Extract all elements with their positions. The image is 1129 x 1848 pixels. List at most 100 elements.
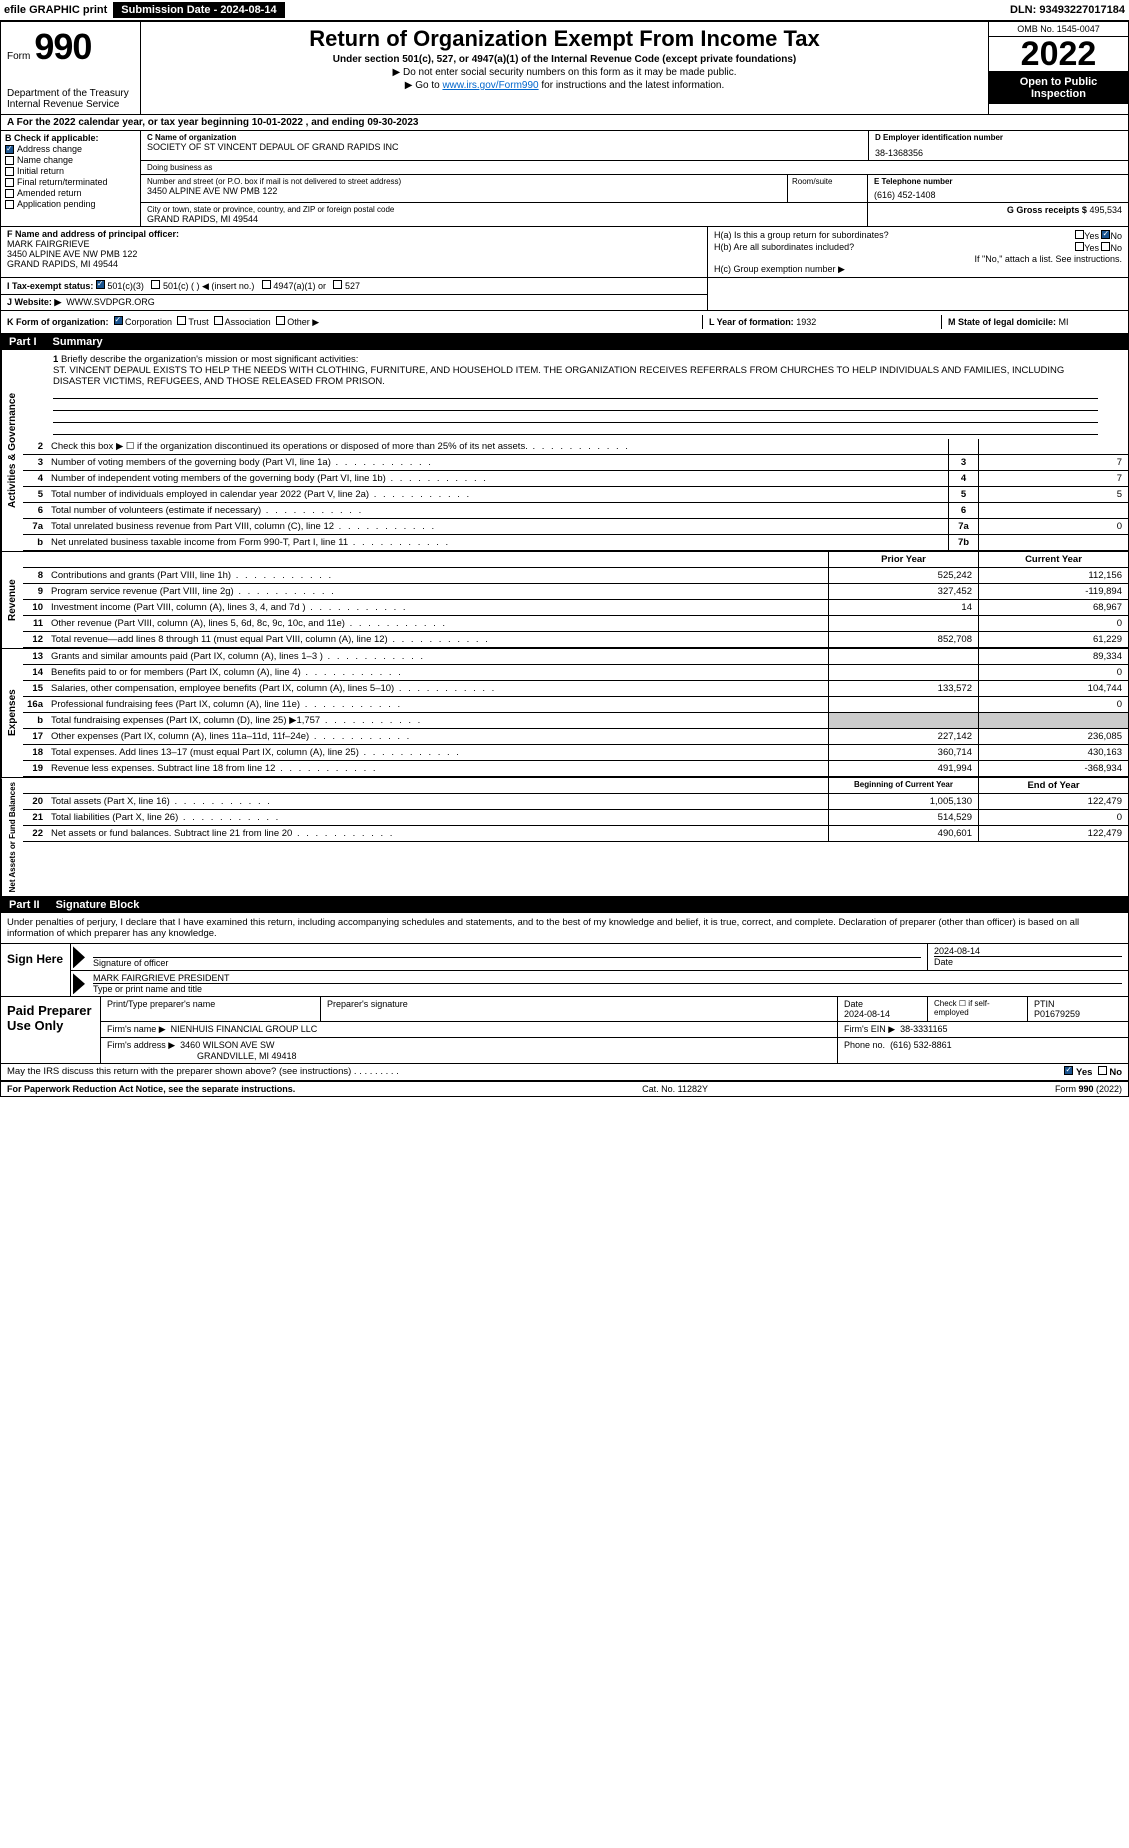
summary-line: 8 Contributions and grants (Part VIII, l… xyxy=(23,568,1128,584)
officer-signature[interactable]: Signature of officer xyxy=(87,944,928,970)
self-employed-check[interactable]: Check ☐ if self-employed xyxy=(928,997,1028,1021)
summary-line: 11 Other revenue (Part VIII, column (A),… xyxy=(23,616,1128,632)
trust-checkbox[interactable] xyxy=(177,316,186,325)
checkbox-item[interactable]: Name change xyxy=(5,155,136,165)
line-num: 20 xyxy=(23,794,47,809)
firm-name: Firm's name ▶ NIENHUIS FINANCIAL GROUP L… xyxy=(101,1022,838,1037)
checkbox-icon[interactable] xyxy=(5,189,14,198)
prior-value xyxy=(828,616,978,631)
checkbox-item[interactable]: Address change xyxy=(5,144,136,154)
header-center: Return of Organization Exempt From Incom… xyxy=(141,22,988,114)
line-text: Total number of volunteers (estimate if … xyxy=(47,503,948,518)
discuss-yes-checkbox[interactable] xyxy=(1064,1066,1073,1075)
prep-date: Date 2024-08-14 xyxy=(838,997,928,1021)
irs-link[interactable]: www.irs.gov/Form990 xyxy=(442,80,538,91)
col-b-label: B Check if applicable: xyxy=(5,133,136,143)
line-text: Program service revenue (Part VIII, line… xyxy=(47,584,828,599)
open-to-public: Open to Public Inspection xyxy=(989,72,1128,104)
line-num: 13 xyxy=(23,649,47,664)
corp-checkbox[interactable] xyxy=(114,316,123,325)
501c-checkbox[interactable] xyxy=(151,280,160,289)
org-name: SOCIETY OF ST VINCENT DEPAUL OF GRAND RA… xyxy=(147,142,862,152)
form-of-org: K Form of organization: Corporation Trus… xyxy=(7,316,694,328)
checkbox-icon[interactable] xyxy=(5,156,14,165)
checkbox-label: Final return/terminated xyxy=(17,177,108,187)
501c3-checkbox[interactable] xyxy=(96,280,105,289)
line-box: 3 xyxy=(948,455,978,470)
column-d-ein: D Employer identification number 38-1368… xyxy=(868,131,1128,160)
city-label: City or town, state or province, country… xyxy=(147,205,861,214)
sign-here-block: Sign Here Signature of officer 2024-08-1… xyxy=(1,944,1128,997)
prior-value: 490,601 xyxy=(828,826,978,841)
ha-yes-checkbox[interactable] xyxy=(1075,230,1084,239)
state-domicile: M State of legal domicile: MI xyxy=(942,315,1122,329)
current-value: 0 xyxy=(978,697,1128,712)
line-num: 12 xyxy=(23,632,47,647)
firm-phone: Phone no. (616) 532-8861 xyxy=(838,1038,1128,1063)
checkbox-icon[interactable] xyxy=(5,178,14,187)
prior-value: 227,142 xyxy=(828,729,978,744)
vtab-expenses: Expenses xyxy=(1,649,23,777)
prior-value: 327,452 xyxy=(828,584,978,599)
current-value: 61,229 xyxy=(978,632,1128,647)
mission-block: 1 Briefly describe the organization's mi… xyxy=(23,350,1128,439)
summary-line: 12 Total revenue—add lines 8 through 11 … xyxy=(23,632,1128,648)
dept-label: Department of the Treasury xyxy=(7,88,134,99)
line-num: 9 xyxy=(23,584,47,599)
checkbox-item[interactable]: Amended return xyxy=(5,188,136,198)
line-text: Number of independent voting members of … xyxy=(47,471,948,486)
current-year-hdr: Current Year xyxy=(978,552,1128,567)
checkbox-item[interactable]: Initial return xyxy=(5,166,136,176)
header-right: OMB No. 1545-0047 2022 Open to Public In… xyxy=(988,22,1128,114)
current-value: 0 xyxy=(978,616,1128,631)
hb-yes-checkbox[interactable] xyxy=(1075,242,1084,251)
checkbox-item[interactable]: Final return/terminated xyxy=(5,177,136,187)
line-num: 21 xyxy=(23,810,47,825)
hc-label: H(c) Group exemption number ▶ xyxy=(714,264,1122,275)
discuss-answer: Yes No xyxy=(1064,1066,1122,1078)
prior-value: 491,994 xyxy=(828,761,978,776)
discuss-no-checkbox[interactable] xyxy=(1098,1066,1107,1075)
line-value: 5 xyxy=(978,487,1128,502)
line-num: 11 xyxy=(23,616,47,631)
year-formation: L Year of formation: 1932 xyxy=(703,315,942,329)
current-value: 104,744 xyxy=(978,681,1128,696)
line-num: b xyxy=(23,535,47,550)
line-box: 6 xyxy=(948,503,978,518)
tax-exempt-status: I Tax-exempt status: 501(c)(3) 501(c) ( … xyxy=(1,278,707,295)
dba-label: Doing business as xyxy=(147,163,212,172)
vtab-governance: Activities & Governance xyxy=(1,350,23,551)
part-2-title: Signature Block xyxy=(56,899,140,911)
ein-label: D Employer identification number xyxy=(875,133,1122,142)
checkbox-item[interactable]: Application pending xyxy=(5,199,136,209)
line-text: Revenue less expenses. Subtract line 18 … xyxy=(47,761,828,776)
part-2-num: Part II xyxy=(9,899,40,911)
line-box: 5 xyxy=(948,487,978,502)
arrow-icon xyxy=(73,973,85,994)
ha-no-checkbox[interactable] xyxy=(1101,230,1110,239)
form-footer: For Paperwork Reduction Act Notice, see … xyxy=(1,1081,1128,1096)
4947-checkbox[interactable] xyxy=(262,280,271,289)
prior-year-hdr: Prior Year xyxy=(828,552,978,567)
checkbox-icon[interactable] xyxy=(5,145,14,154)
footer-mid: Cat. No. 11282Y xyxy=(642,1084,708,1094)
line-num: 8 xyxy=(23,568,47,583)
line-text: Total fundraising expenses (Part IX, col… xyxy=(47,713,828,728)
527-checkbox[interactable] xyxy=(333,280,342,289)
submission-date-button[interactable]: Submission Date - 2024-08-14 xyxy=(113,2,284,18)
officer-addr2: GRAND RAPIDS, MI 49544 xyxy=(7,259,118,269)
line-text: Total liabilities (Part X, line 26) xyxy=(47,810,828,825)
summary-line: 9 Program service revenue (Part VIII, li… xyxy=(23,584,1128,600)
current-value: 430,163 xyxy=(978,745,1128,760)
other-checkbox[interactable] xyxy=(276,316,285,325)
form-subtitle: Under section 501(c), 527, or 4947(a)(1)… xyxy=(149,54,980,65)
sign-here-label: Sign Here xyxy=(1,944,71,996)
assoc-checkbox[interactable] xyxy=(214,316,223,325)
current-value: 122,479 xyxy=(978,826,1128,841)
checkbox-icon[interactable] xyxy=(5,200,14,209)
line-num: 15 xyxy=(23,681,47,696)
prep-sig-hdr: Preparer's signature xyxy=(321,997,838,1021)
summary-line: b Net unrelated business taxable income … xyxy=(23,535,1128,551)
checkbox-icon[interactable] xyxy=(5,167,14,176)
summary-line: 18 Total expenses. Add lines 13–17 (must… xyxy=(23,745,1128,761)
